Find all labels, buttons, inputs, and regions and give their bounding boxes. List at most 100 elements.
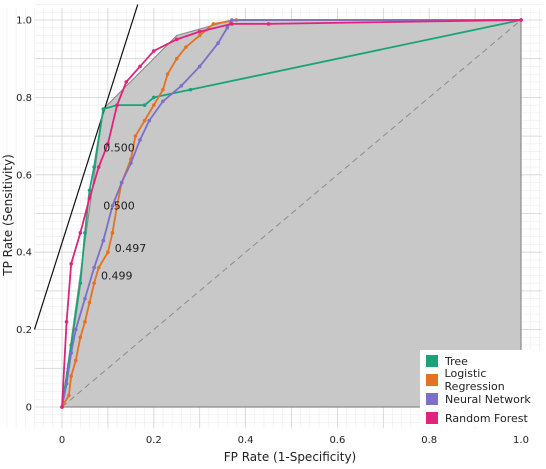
series-point-logistic-regression [142, 118, 147, 123]
series-point-logistic-regression [83, 320, 87, 324]
series-point-logistic-regression [110, 231, 115, 235]
series-point-tree [78, 281, 83, 285]
series-line-random-forest [61, 19, 522, 408]
series-point-logistic-regression [211, 22, 216, 26]
legend-label-neural-network: Neural Network [445, 392, 531, 406]
x-tick-label: 0.8 [421, 435, 437, 446]
series-point-logistic-regression [87, 300, 92, 305]
series-point-tree [87, 188, 92, 193]
legend-swatch-tree [426, 355, 438, 367]
series-point-random-forest [152, 49, 156, 53]
series-point-neural-network [147, 118, 152, 123]
series-point-logistic-regression [67, 393, 71, 398]
series-point-logistic-regression [152, 103, 156, 107]
series-point-random-forest [64, 320, 69, 324]
series-point-tree [92, 165, 96, 169]
series-point-random-forest [106, 142, 110, 146]
series-point-neural-network [83, 296, 87, 301]
series-point-neural-network [101, 238, 106, 243]
y-tick-label: 0.2 [16, 325, 32, 336]
iso-performance-line [33, 4, 139, 330]
series-point-logistic-regression [92, 281, 96, 285]
legend-item-neural-network[interactable]: Neural Network [426, 390, 531, 408]
series-point-logistic-regression [115, 203, 119, 208]
x-tick-label: 0.4 [238, 435, 254, 446]
series-point-random-forest [60, 405, 64, 409]
series-point-neural-network [69, 351, 73, 355]
series-point-neural-network [179, 83, 184, 88]
x-tick-label: 0 [59, 435, 65, 446]
series-point-random-forest [230, 22, 234, 26]
axes: 0 0.2 0.4 0.6 0.8 1.0 0 0.2 0.4 0.6 0.8 1.0 [16, 16, 529, 447]
series-point-random-forest [138, 64, 142, 69]
legend-label-tree: Tree [445, 354, 468, 368]
threshold-label: 0.497 [115, 242, 147, 255]
series-point-logistic-regression [96, 265, 101, 270]
y-tick-label: 0 [26, 403, 32, 414]
legend-item-logistic-regression[interactable]: Logistic Regression [426, 367, 546, 393]
series-point-neural-network [129, 161, 133, 165]
series-point-random-forest [519, 18, 523, 22]
series-point-logistic-regression [133, 134, 138, 138]
series-point-logistic-regression [73, 358, 78, 363]
series-point-logistic-regression [78, 335, 83, 340]
series-point-tree [188, 87, 193, 92]
x-tick-label: 0.6 [329, 435, 345, 446]
series-point-tree [101, 107, 106, 111]
series-point-logistic-regression [197, 33, 202, 38]
series-point-random-forest [124, 80, 129, 84]
legend-swatch-neural-network [426, 393, 438, 405]
series-point-neural-network [197, 64, 202, 69]
series-point-random-forest [174, 37, 179, 42]
x-tick-label: 1.0 [513, 435, 529, 446]
series-point-random-forest [197, 29, 202, 34]
series-point-random-forest [115, 103, 119, 107]
series-point-random-forest [96, 165, 101, 169]
threshold-label: 0.500 [103, 142, 135, 155]
series-point-logistic-regression [161, 87, 165, 92]
y-tick-label: 0.8 [16, 93, 32, 104]
series-point-neural-network [92, 265, 96, 270]
series-point-tree [83, 231, 87, 235]
legend-item-random-forest[interactable]: Random Forest [426, 409, 528, 427]
series-layer [60, 18, 523, 409]
series-point-neural-network [73, 327, 78, 332]
legend-label-logistic-regression: Logistic Regression [444, 367, 505, 393]
y-axis-label: TP Rate (Sensitivity) [1, 154, 15, 277]
x-axis-label: FP Rate (1-Specificity) [224, 450, 356, 464]
series-point-tree [152, 95, 156, 100]
series-point-logistic-regression [106, 250, 110, 254]
random-classifier-diagonal [61, 19, 522, 408]
series-point-logistic-regression [69, 374, 73, 378]
series-point-tree [142, 103, 147, 107]
y-tick-label: 0.4 [16, 248, 32, 259]
legend-swatch-logistic-regression [426, 374, 438, 386]
series-point-neural-network [64, 381, 69, 386]
series-point-random-forest [87, 196, 92, 200]
legend: Tree Logistic Regression Neural Network … [420, 350, 546, 427]
series-point-neural-network [216, 41, 220, 46]
series-point-logistic-regression [184, 45, 188, 49]
series-point-neural-network [225, 25, 230, 30]
series-point-neural-network [230, 18, 234, 22]
series-point-random-forest [78, 231, 83, 235]
series-point-neural-network [119, 180, 124, 185]
series-point-neural-network [161, 99, 165, 104]
legend-swatch-random-forest [426, 412, 438, 424]
threshold-label: 0.499 [101, 269, 133, 282]
threshold-label: 0.500 [103, 200, 135, 213]
threshold-labels: 0.500 0.500 0.497 0.499 [101, 142, 146, 283]
y-tick-label: 0.6 [16, 170, 32, 181]
series-point-neural-network [138, 138, 142, 142]
legend-item-tree[interactable]: Tree [426, 352, 468, 370]
legend-label-random-forest: Random Forest [445, 411, 528, 425]
x-tick-label: 0.2 [146, 435, 162, 446]
series-point-random-forest [69, 262, 73, 266]
y-tick-label: 1.0 [16, 16, 32, 27]
series-point-logistic-regression [174, 56, 179, 61]
series-point-neural-network [110, 203, 115, 208]
series-point-logistic-regression [165, 72, 170, 76]
series-point-random-forest [266, 22, 271, 26]
